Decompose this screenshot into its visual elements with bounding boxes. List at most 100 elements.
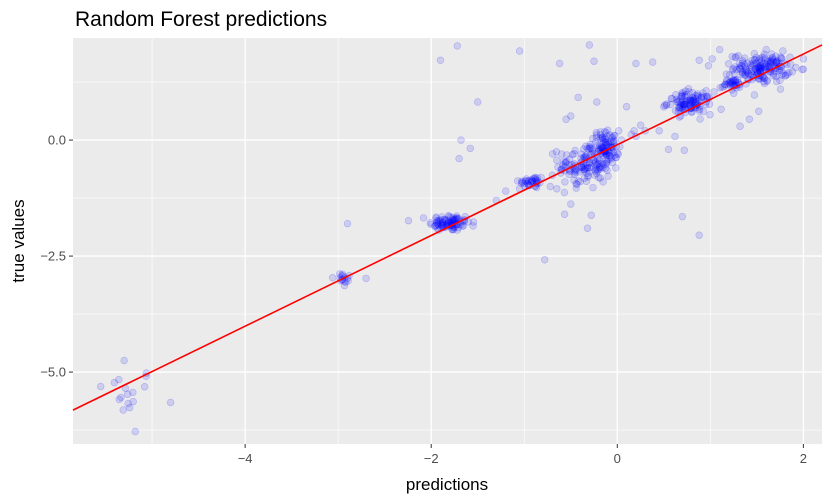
data-point: [110, 378, 119, 387]
data-point: [597, 144, 606, 152]
data-point: [694, 93, 702, 101]
data-point: [763, 77, 771, 85]
data-point: [612, 153, 620, 162]
data-point: [741, 71, 750, 80]
data-point: [767, 58, 775, 67]
data-point: [772, 77, 781, 86]
data-point: [687, 96, 696, 105]
data-point: [741, 63, 750, 71]
data-point: [576, 178, 584, 186]
data-point: [603, 166, 611, 175]
data-point: [605, 152, 613, 160]
data-point: [440, 220, 448, 229]
data-point: [776, 53, 784, 61]
data-point: [433, 216, 441, 225]
data-point: [723, 76, 731, 84]
data-point: [655, 127, 663, 135]
data-point: [457, 136, 465, 144]
data-point: [746, 71, 754, 80]
data-point: [591, 164, 600, 172]
data-point: [594, 174, 603, 182]
data-point: [590, 160, 598, 168]
data-point: [572, 166, 580, 175]
data-point: [769, 55, 777, 64]
data-point: [577, 150, 586, 158]
data-point: [754, 107, 763, 116]
data-point: [773, 56, 782, 65]
data-point: [770, 70, 778, 78]
data-point: [449, 216, 457, 224]
data-point: [453, 226, 461, 234]
data-point: [592, 128, 600, 137]
data-point: [434, 220, 443, 229]
data-point: [682, 97, 690, 105]
data-point: [729, 77, 738, 85]
data-point: [435, 216, 443, 225]
data-point: [601, 134, 609, 142]
data-point: [608, 137, 616, 146]
data-point: [696, 115, 704, 123]
data-point: [601, 138, 610, 146]
data-point: [752, 53, 760, 62]
data-point: [599, 135, 607, 144]
data-point: [695, 231, 703, 239]
data-point: [454, 223, 462, 232]
data-point: [783, 70, 792, 78]
data-point: [565, 155, 574, 163]
data-point: [595, 145, 604, 153]
data-point: [775, 66, 784, 74]
data-point: [340, 281, 349, 290]
data-point: [704, 62, 713, 70]
data-point: [671, 132, 679, 141]
data-point: [735, 64, 744, 72]
data-point: [595, 163, 604, 172]
data-point: [769, 72, 778, 80]
data-point: [755, 65, 764, 73]
data-point: [740, 71, 748, 79]
data-point: [738, 69, 747, 77]
data-point: [600, 142, 609, 150]
data-point: [690, 96, 698, 105]
major-gridlines: [73, 38, 822, 444]
data-point: [681, 87, 690, 95]
data-point: [450, 215, 459, 224]
data-point: [124, 399, 132, 408]
data-point: [433, 218, 442, 226]
data-point: [727, 79, 736, 87]
data-point: [561, 158, 570, 167]
data-point: [680, 101, 689, 109]
data-point: [579, 162, 588, 170]
data-point: [580, 174, 589, 182]
data-point: [767, 57, 776, 65]
data-point: [577, 164, 586, 172]
data-point: [601, 127, 609, 136]
data-point: [750, 55, 759, 64]
data-point: [574, 177, 583, 185]
data-point: [686, 101, 694, 109]
data-point: [129, 397, 137, 406]
data-point: [777, 71, 786, 79]
data-point: [125, 403, 134, 412]
data-point: [520, 182, 528, 190]
data-point: [678, 100, 686, 109]
data-point: [567, 200, 575, 208]
data-point: [606, 152, 614, 160]
data-point: [338, 270, 347, 278]
data-point: [583, 164, 591, 173]
data-point: [591, 138, 600, 146]
data-point: [582, 142, 590, 151]
data-point: [678, 104, 686, 112]
data-point: [595, 156, 604, 165]
data-point: [721, 80, 730, 88]
data-point: [680, 101, 688, 109]
data-point: [442, 217, 450, 225]
data-point: [524, 177, 533, 186]
data-point: [757, 63, 765, 71]
data-point: [469, 218, 478, 226]
data-point: [678, 212, 687, 221]
data-point: [580, 165, 589, 174]
data-point: [610, 136, 618, 144]
data-point: [129, 388, 137, 397]
data-point: [613, 149, 622, 157]
data-point: [426, 219, 434, 227]
